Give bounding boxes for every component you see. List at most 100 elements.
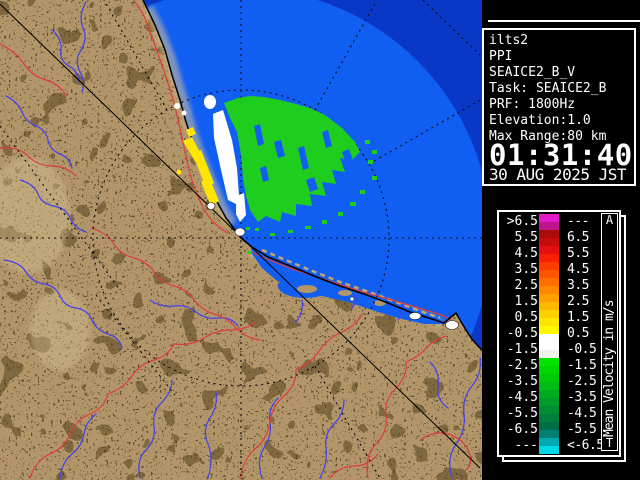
legend-right-label: 3.5: [567, 278, 589, 293]
legend-row: -4.5 -3.5: [501, 390, 617, 406]
legend-left-label: -1.5: [506, 342, 538, 357]
echo-toward-yellow: [176, 127, 219, 206]
time-display: 01:31:40: [489, 138, 633, 172]
legend-color-band: [539, 422, 559, 430]
legend-title-strip: A Mean Velocity in m/s T: [601, 213, 618, 451]
legend-right-label: 5.5: [567, 246, 589, 261]
legend-color-band: [539, 286, 559, 294]
legend-color-band: [539, 366, 559, 374]
legend-color-band: [539, 342, 559, 350]
legend-color-band: [539, 294, 559, 302]
legend-color-band: [539, 270, 559, 278]
legend-color-band: [539, 334, 559, 342]
radar-info-panel: ilts2 PPI SEAICE2_B_V Task: SEAICE2_B PR…: [482, 28, 636, 186]
legend-color-band: [539, 262, 559, 270]
legend-left-label: -0.5: [506, 326, 538, 341]
legend-row: -5.5 -4.5: [501, 406, 617, 422]
legend-row: 4.5 5.5: [501, 246, 617, 262]
legend-right-label: <-6.5: [567, 438, 604, 453]
legend-row: 5.5 6.5: [501, 230, 617, 246]
legend-right-label: -1.5: [567, 358, 597, 373]
legend-row: -3.5 -2.5: [501, 374, 617, 390]
legend-color-band: [539, 230, 559, 238]
legend-color-band: [539, 246, 559, 254]
legend-right-label: 0.5: [567, 326, 589, 341]
legend-right-label: 2.5: [567, 294, 589, 309]
legend-title: Mean Velocity in m/s: [602, 300, 617, 437]
legend-color-band: [539, 214, 559, 222]
legend-row: 1.5 2.5: [501, 294, 617, 310]
legend-color-band: [539, 358, 559, 366]
legend-corner-top: A: [605, 213, 614, 227]
legend-color-band: [539, 382, 559, 390]
legend-left-label: -3.5: [506, 374, 538, 389]
legend-color-band: [539, 310, 559, 318]
town-marker: [445, 320, 459, 330]
legend-color-band: [539, 278, 559, 286]
legend-color-band: [539, 302, 559, 310]
legend-left-label: -6.5: [506, 422, 538, 437]
legend-color-band: [539, 222, 559, 230]
legend-right-label: 4.5: [567, 262, 589, 277]
legend-right-label: -4.5: [567, 406, 597, 421]
legend-color-band: [539, 438, 559, 446]
sandbar: [261, 248, 441, 320]
roads: [0, 1, 472, 479]
prf-value: PRF: 1800Hz: [489, 97, 576, 112]
legend-right-label: -0.5: [567, 342, 597, 357]
product-name: SEAICE2_B_V: [489, 65, 576, 80]
legend-color-band: [539, 398, 559, 406]
legend-corner-bottom: T: [605, 436, 614, 450]
legend-row: 2.5 3.5: [501, 278, 617, 294]
legend-color-band: [539, 414, 559, 422]
legend-row: -2.5 -1.5: [501, 358, 617, 374]
legend-color-band: [539, 326, 559, 334]
date-display: 30 AUG 2025 JST: [489, 165, 627, 184]
graticule: [0, 0, 482, 480]
legend-row: >6.5 ---: [501, 214, 617, 230]
legend-color-band: [539, 254, 559, 262]
legend-right-label: ---: [567, 214, 589, 229]
legend-row: -6.5 -5.5: [501, 422, 617, 438]
legend-color-band: [539, 406, 559, 414]
legend-left-label: 1.5: [514, 294, 538, 309]
legend-row: 3.5 4.5: [501, 262, 617, 278]
legend-row: --- <-6.5: [501, 438, 617, 454]
site-markers: [206, 202, 459, 330]
legend-color-band: [539, 350, 559, 358]
scan-type: PPI: [489, 49, 513, 64]
legend-left-label: 3.5: [514, 262, 538, 277]
town-marker: [206, 202, 216, 210]
legend-left-label: -2.5: [506, 358, 538, 373]
echo-near-zero-white: [174, 95, 246, 222]
elevation-value: Elevation:1.0: [489, 113, 591, 128]
radar-site-marker: [234, 227, 246, 237]
town-marker: [408, 312, 422, 320]
legend-left-label: 5.5: [514, 230, 538, 245]
legend-right-label: -5.5: [567, 422, 597, 437]
legend-color-band: [539, 318, 559, 326]
legend-row: -0.5 0.5: [501, 326, 617, 342]
legend-row: -1.5 -0.5: [501, 342, 617, 358]
legend-left-label: 2.5: [514, 278, 538, 293]
legend-left-label: -4.5: [506, 390, 538, 405]
legend-color-band: [539, 430, 559, 438]
legend-right-label: -2.5: [567, 374, 597, 389]
legend-left-label: ---: [514, 438, 538, 453]
task-name: Task: SEAICE2_B: [489, 81, 607, 96]
max-range-value: Max Range:80 km: [489, 129, 607, 144]
color-scale-legend: >6.5 --- 5.5 6.5 4.5 5.5 3.5 4.5 2.5 3.5 1.5 2…: [497, 210, 621, 457]
town-marker: [349, 296, 355, 302]
legend-color-band: [539, 238, 559, 246]
color-scale-bar: [539, 214, 559, 454]
legend-left-label: 4.5: [514, 246, 538, 261]
legend-rows: >6.5 --- 5.5 6.5 4.5 5.5 3.5 4.5 2.5 3.5 1.5 2…: [501, 214, 617, 454]
legend-color-band: [539, 374, 559, 382]
legend-color-band: [539, 390, 559, 398]
radar-map: [0, 0, 482, 480]
legend-left-label: -5.5: [506, 406, 538, 421]
legend-row: 0.5 1.5: [501, 310, 617, 326]
legend-right-label: 6.5: [567, 230, 589, 245]
panel-frame-line: [488, 20, 640, 22]
